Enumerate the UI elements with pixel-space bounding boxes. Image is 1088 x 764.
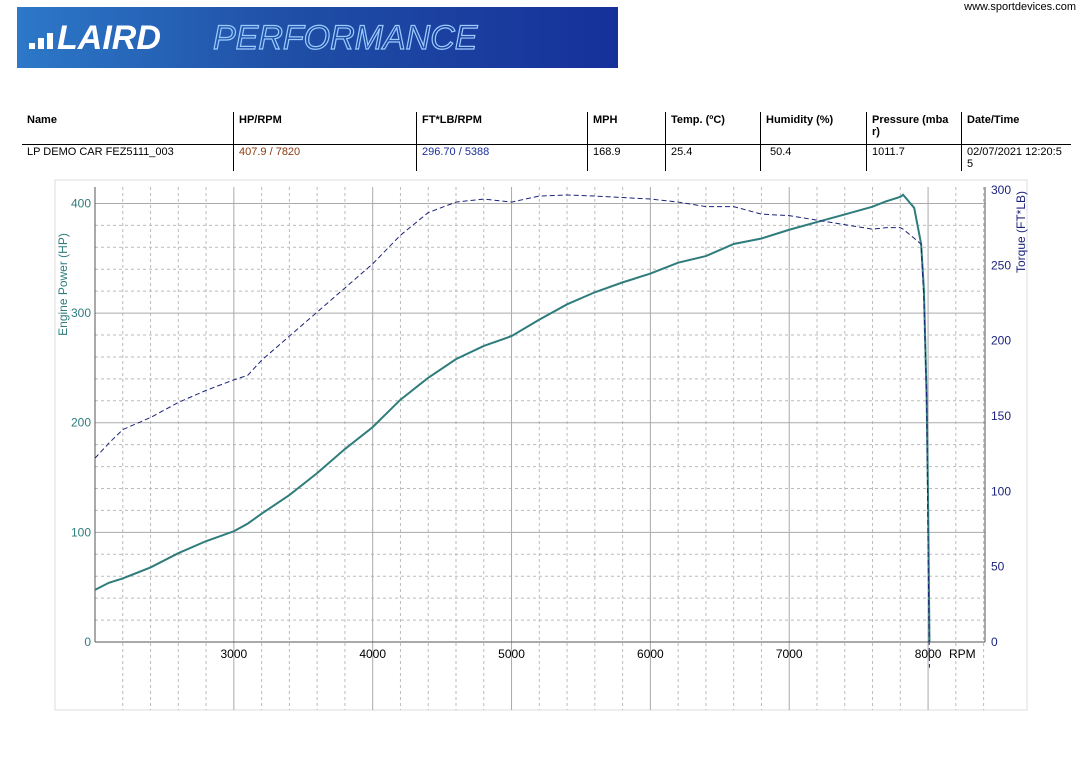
y2-tick-label: 300 bbox=[991, 183, 1011, 197]
x-tick-label: 6000 bbox=[637, 647, 664, 661]
logo-sub: PERFORMANCE bbox=[213, 19, 478, 57]
col-header: Humidity (%) bbox=[760, 112, 867, 145]
logo: LAIRD PERFORMANCE bbox=[17, 7, 618, 68]
x-tick-label: 5000 bbox=[498, 647, 525, 661]
col-header: Name bbox=[22, 112, 234, 145]
col-header: Pressure (mbar) bbox=[866, 112, 962, 145]
y2-tick-label: 50 bbox=[991, 560, 1005, 574]
chart-frame bbox=[54, 179, 1028, 711]
cell: 168.9 bbox=[587, 144, 666, 171]
col-header: FT*LB/RPM bbox=[416, 112, 588, 145]
run-info: Name HP/RPM FT*LB/RPM MPH Temp. (ºC) Hum… bbox=[22, 112, 1071, 171]
cell: 25.4 bbox=[665, 144, 761, 171]
col-header: Temp. (ºC) bbox=[665, 112, 761, 145]
logo-art: LAIRD PERFORMANCE bbox=[29, 18, 478, 58]
cell: LP DEMO CAR FEZ5111_003 bbox=[27, 146, 174, 158]
y-tick-label: 400 bbox=[71, 196, 91, 210]
y2-axis-label: Torque (FT*LB) bbox=[1014, 191, 1028, 273]
y2-tick-label: 150 bbox=[991, 409, 1011, 423]
website: www.sportdevices.com bbox=[964, 1, 1076, 13]
y-tick-label: 100 bbox=[71, 525, 91, 539]
cell: 407.9 / 7820 bbox=[233, 144, 417, 171]
y-tick-label: 200 bbox=[71, 416, 91, 430]
x-tick-label: 7000 bbox=[776, 647, 803, 661]
col-header: MPH bbox=[587, 112, 666, 145]
y-axis-label: Engine Power (HP) bbox=[56, 233, 70, 336]
cell: 296.70 / 5388 bbox=[416, 144, 588, 171]
y-tick-label: 300 bbox=[71, 306, 91, 320]
series-line bbox=[94, 194, 930, 668]
logo-brand: LAIRD bbox=[57, 19, 161, 57]
x-axis-label: RPM bbox=[949, 647, 976, 661]
cell: 50.4 bbox=[760, 144, 867, 171]
cell: 02/07/2021 12:20:55 bbox=[961, 144, 1071, 171]
y2-tick-label: 250 bbox=[991, 258, 1011, 272]
y-tick-label: 0 bbox=[84, 635, 91, 649]
x-tick-label: 4000 bbox=[359, 647, 386, 661]
logo-bars bbox=[29, 33, 53, 49]
series-line bbox=[94, 193, 931, 643]
col-header: HP/RPM bbox=[233, 112, 417, 145]
y2-tick-label: 0 bbox=[991, 635, 998, 649]
col-header: Date/Time bbox=[961, 112, 1071, 145]
x-tick-label: 3000 bbox=[220, 647, 247, 661]
x-tick-label: 8000 bbox=[915, 647, 942, 661]
cell: 1011.7 bbox=[866, 144, 962, 171]
y2-tick-label: 100 bbox=[991, 484, 1011, 498]
y2-tick-label: 200 bbox=[991, 334, 1011, 348]
